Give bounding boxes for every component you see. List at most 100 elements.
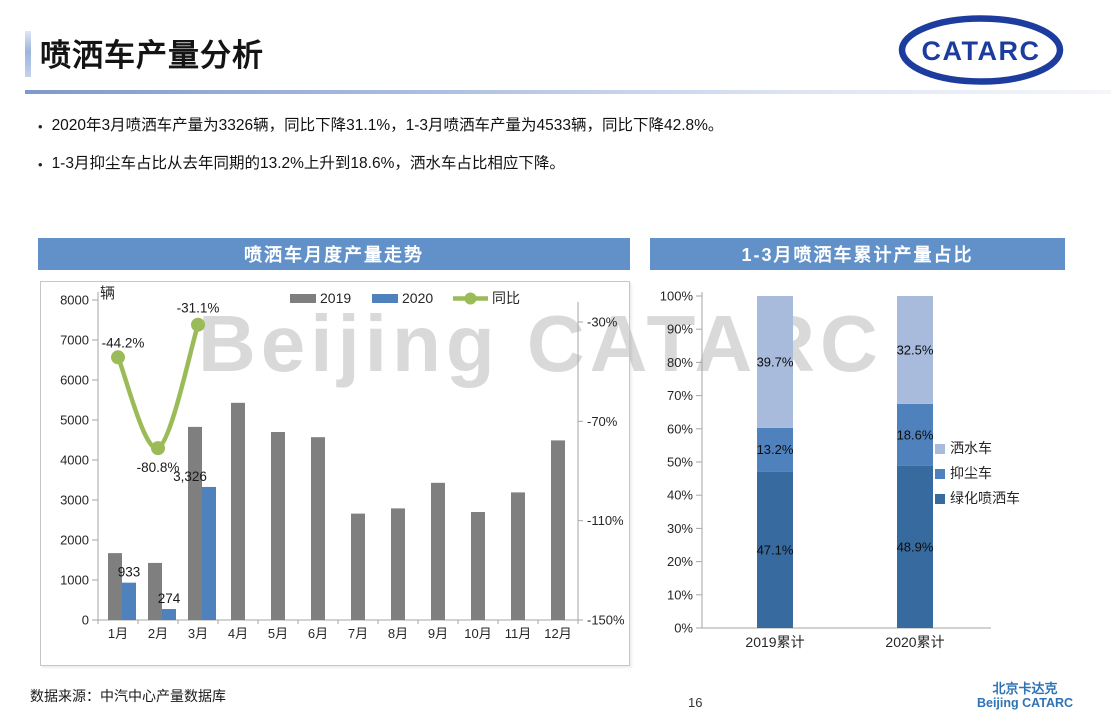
legend-label-yoy: 同比 (492, 290, 520, 306)
bullet-item: • 2020年3月喷洒车产量为3326辆，同比下降31.1%，1-3月喷洒车产量… (38, 116, 1058, 137)
share-chart-title: 1-3月喷洒车累计产量占比 (650, 238, 1065, 270)
y-axis-tick-label: 50% (667, 455, 693, 470)
legend-swatch-绿化喷洒车 (935, 494, 945, 504)
logo-ellipse (898, 15, 1064, 85)
legend-marker-yoy (464, 292, 477, 305)
bar-2019-4月 (231, 402, 245, 620)
legend-swatch-2019 (290, 294, 316, 303)
bar-2019-6月 (311, 437, 325, 620)
y-axis-tick-label: 20% (667, 554, 693, 569)
footer-brand-en: Beijing CATARC (976, 696, 1074, 710)
left-axis-tick-label: 2000 (60, 533, 89, 548)
bar-2019-1月 (108, 553, 122, 620)
x-axis-category-label: 5月 (268, 626, 288, 641)
bar-2019-2月 (148, 562, 162, 620)
bar-2019-7月 (351, 513, 365, 620)
stack-value-label: 32.5% (897, 342, 934, 357)
left-axis-tick-label: 6000 (60, 373, 89, 388)
stack-洒水车-2020累计 (897, 296, 933, 404)
footer-brand: 北京卡达克 Beijing CATARC (960, 681, 1090, 711)
x-axis-category-label: 7月 (348, 626, 368, 641)
stack-抑尘车-2019累计 (757, 427, 793, 472)
x-axis-category-label: 4月 (228, 626, 248, 641)
right-axis-tick-label: -30% (587, 315, 618, 330)
legend-swatch-2020 (372, 294, 398, 303)
bullet-icon: • (38, 157, 43, 172)
stack-value-label: 13.2% (757, 442, 794, 457)
y-axis-tick-label: 40% (667, 488, 693, 503)
bullet-item: • 1-3月抑尘车占比从去年同期的13.2%上升到18.6%，洒水车占比相应下降… (38, 154, 1058, 175)
bar-2019-5月 (271, 432, 285, 620)
y-axis-tick-label: 10% (667, 587, 693, 602)
x-axis-category-label: 12月 (544, 626, 571, 641)
right-axis-tick-label: -150% (587, 613, 625, 628)
stack-抑尘车-2020累计 (897, 403, 933, 466)
page-title: 喷洒车产量分析 (40, 38, 264, 73)
unit-label: 辆 (100, 285, 115, 302)
x-axis-category-label: 1月 (108, 626, 128, 641)
right-axis-tick-label: -110% (587, 513, 624, 528)
title-divider (25, 90, 1111, 94)
x-axis-category-label: 9月 (428, 626, 448, 641)
monthly-chart-box: 0 1000 2000 3000 4000 5000 6000 7000 8000 1月 2月 3月 4… (40, 281, 630, 666)
yoy-marker-3月 (191, 317, 205, 332)
yoy-value-label: -44.2% (102, 335, 145, 350)
left-axis-tick-label: 1000 (60, 573, 89, 588)
bullet-text: 1-3月抑尘车占比从去年同期的13.2%上升到18.6%，洒水车占比相应下降。 (51, 155, 565, 172)
legend-label-2020: 2020 (402, 290, 433, 306)
bar-2019-3月 (188, 426, 202, 620)
monthly-chart-title: 喷洒车月度产量走势 (38, 238, 630, 270)
data-source-note: 数据来源：中汽中心产量数据库 (30, 688, 226, 704)
stack-value-label: 18.6% (897, 427, 934, 442)
stack-value-label: 47.1% (757, 542, 794, 557)
stack-绿化喷洒车-2020累计 (897, 465, 933, 628)
left-axis-tick-label: 5000 (60, 413, 89, 428)
share-chart-box: 0% 10% 20% 30% 40% 50% 60% 70% 80% 90% 100% 2019累计 2… (651, 282, 1064, 672)
logo-text: CATARC (922, 36, 1041, 66)
left-axis-tick-label: 3000 (60, 493, 89, 508)
x-axis-category-label: 2月 (148, 626, 168, 641)
bar-2020-1月 (122, 582, 136, 620)
bar-2019-10月 (471, 512, 485, 620)
y-axis-tick-label: 70% (667, 388, 693, 403)
share-chart-svg: 0% 10% 20% 30% 40% 50% 60% 70% 80% 90% 100% 2019累计 2… (660, 289, 1020, 651)
y-axis-tick-label: 60% (667, 421, 693, 436)
stack-绿化喷洒车-2019累计 (757, 471, 793, 628)
bar-2020-2月 (162, 609, 176, 620)
bar-2019-12月 (551, 440, 565, 620)
x-axis-category-label: 3月 (188, 626, 208, 641)
yoy-marker-1月 (111, 350, 125, 365)
y-axis-tick-label: 0% (674, 621, 693, 636)
y-axis-tick-label: 100% (660, 289, 694, 304)
page-number: 16 (688, 695, 703, 710)
bar-value-label: 3,326 (173, 469, 207, 484)
stack-洒水车-2019累计 (757, 296, 793, 428)
stack-value-label: 39.7% (757, 354, 794, 369)
x-axis-category-label: 8月 (388, 626, 408, 641)
y-axis-tick-label: 90% (667, 322, 693, 337)
yoy-marker-2月 (151, 441, 165, 456)
left-axis-tick-label: 8000 (60, 293, 89, 308)
right-axis-tick-label: -70% (587, 414, 618, 429)
bar-value-label: 274 (158, 591, 181, 606)
footer-brand-cn: 北京卡达克 (992, 681, 1058, 696)
bullet-text: 2020年3月喷洒车产量为3326辆，同比下降31.1%，1-3月喷洒车产量为4… (51, 117, 724, 134)
x-axis-category-label: 2020累计 (885, 634, 944, 650)
bar-2020-3月 (202, 486, 216, 620)
monthly-chart-svg: 0 1000 2000 3000 4000 5000 6000 7000 8000 1月 2月 3月 4… (60, 285, 625, 641)
left-axis-tick-label: 4000 (60, 453, 89, 468)
bar-2019-8月 (391, 508, 405, 620)
legend-swatch-洒水车 (935, 444, 945, 454)
bar-2019-9月 (431, 482, 445, 620)
legend-swatch-抑尘车 (935, 469, 945, 479)
catarc-logo: CATARC (898, 15, 1064, 85)
yoy-value-label: -31.1% (177, 301, 220, 316)
bar-2019-11月 (511, 492, 525, 620)
x-axis-category-label: 10月 (464, 626, 491, 641)
y-axis-tick-label: 80% (667, 355, 693, 370)
title-accent-bar (25, 31, 31, 77)
legend-label-抑尘车: 抑尘车 (950, 465, 992, 481)
x-axis-category-label: 6月 (308, 626, 328, 641)
y-axis-tick-label: 30% (667, 521, 693, 536)
